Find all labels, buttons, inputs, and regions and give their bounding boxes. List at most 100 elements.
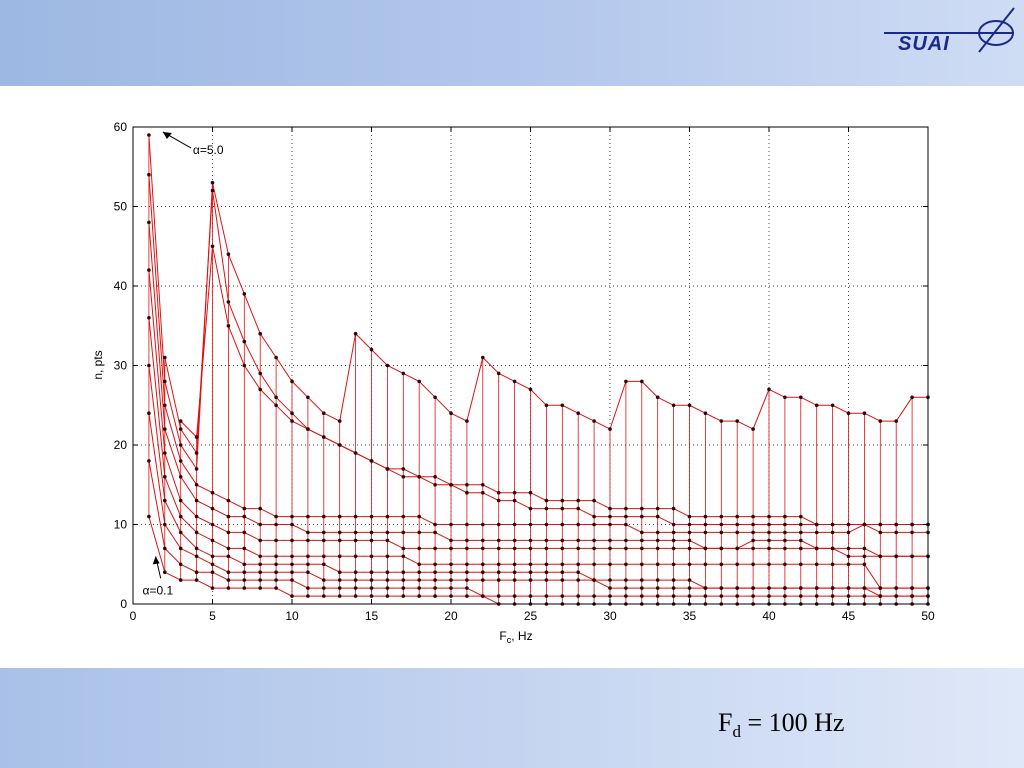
- data-point: [258, 554, 262, 559]
- data-point: [337, 586, 342, 590]
- data-point: [640, 562, 644, 567]
- data-point: [624, 514, 628, 519]
- data-point: [767, 530, 771, 535]
- data-point: [799, 546, 803, 551]
- data-point: [433, 594, 437, 598]
- data-point: [306, 554, 310, 559]
- data-point: [481, 594, 485, 598]
- data-point: [274, 514, 278, 519]
- data-point: [862, 586, 867, 590]
- data-point: [703, 594, 708, 598]
- x-tick-label: 20: [444, 609, 458, 623]
- data-point: [830, 530, 835, 535]
- data-point: [465, 570, 469, 574]
- data-point: [163, 498, 167, 503]
- data-point: [560, 522, 565, 527]
- data-point: [465, 562, 469, 567]
- data-point: [465, 419, 469, 423]
- data-point: [163, 355, 167, 360]
- data-point: [751, 522, 755, 527]
- data-point: [322, 538, 326, 543]
- data-point: [830, 586, 835, 590]
- data-point: [322, 562, 326, 567]
- data-point: [226, 252, 231, 256]
- data-point: [528, 570, 533, 574]
- data-point: [767, 387, 771, 392]
- data-point: [337, 443, 342, 447]
- data-point: [290, 514, 294, 519]
- y-tick-label: 40: [114, 279, 128, 293]
- data-point: [576, 594, 580, 598]
- data-point: [433, 570, 437, 574]
- data-point: [274, 578, 278, 582]
- data-point: [258, 538, 262, 543]
- data-point: [846, 554, 851, 559]
- data-point: [163, 451, 167, 455]
- data-point: [385, 578, 390, 582]
- data-point: [465, 586, 469, 590]
- data-point: [306, 570, 310, 574]
- data-point: [894, 586, 898, 590]
- data-point: [751, 427, 755, 431]
- data-point: [322, 435, 326, 439]
- data-point: [178, 530, 183, 535]
- data-point: [735, 562, 739, 567]
- data-point: [544, 562, 549, 567]
- data-point: [862, 546, 867, 551]
- data-point: [322, 514, 326, 519]
- data-point: [353, 331, 358, 336]
- data-point: [592, 514, 596, 519]
- data-point: [862, 411, 867, 416]
- data-point: [910, 594, 914, 598]
- data-point: [401, 475, 406, 479]
- data-point: [671, 506, 676, 511]
- footer-band: [0, 668, 1024, 768]
- logo-text: SUAI: [898, 33, 950, 55]
- data-point: [799, 514, 803, 519]
- data-point: [242, 363, 247, 368]
- data-point: [242, 514, 247, 519]
- data-point: [846, 522, 851, 527]
- data-point: [147, 514, 151, 519]
- series-line-10: [180, 246, 928, 525]
- data-point: [576, 498, 580, 503]
- data-point: [449, 411, 453, 416]
- data-point: [894, 594, 898, 598]
- data-point: [910, 554, 914, 559]
- data-point: [783, 594, 787, 598]
- suai-logo: SUAI: [884, 7, 1015, 55]
- data-point: [719, 546, 724, 551]
- data-point: [306, 514, 310, 519]
- series-line-1: [148, 460, 928, 597]
- data-point: [830, 522, 835, 527]
- data-point: [496, 490, 501, 495]
- data-point: [640, 578, 644, 582]
- data-point: [401, 514, 406, 519]
- data-point: [194, 554, 199, 559]
- data-point: [894, 554, 898, 559]
- data-point: [894, 522, 898, 527]
- data-point: [703, 514, 708, 519]
- data-point: [528, 562, 533, 567]
- x-tick-label: 40: [762, 609, 776, 623]
- data-point: [194, 435, 199, 439]
- data-point: [814, 522, 819, 527]
- data-point: [274, 355, 278, 360]
- data-point: [528, 538, 533, 543]
- data-point: [703, 586, 708, 590]
- data-point: [910, 530, 914, 535]
- data-point: [147, 363, 151, 368]
- data-point: [576, 538, 580, 543]
- data-point: [369, 459, 374, 463]
- data-point: [353, 538, 358, 543]
- alpha-max-label: α=5.0: [193, 143, 224, 157]
- data-point: [210, 586, 215, 590]
- data-point: [369, 570, 374, 574]
- data-point: [751, 546, 755, 551]
- data-point: [830, 594, 835, 598]
- data-point: [560, 578, 565, 582]
- data-point: [337, 594, 342, 598]
- data-point: [433, 586, 437, 590]
- data-point: [210, 570, 215, 574]
- data-point: [322, 411, 326, 416]
